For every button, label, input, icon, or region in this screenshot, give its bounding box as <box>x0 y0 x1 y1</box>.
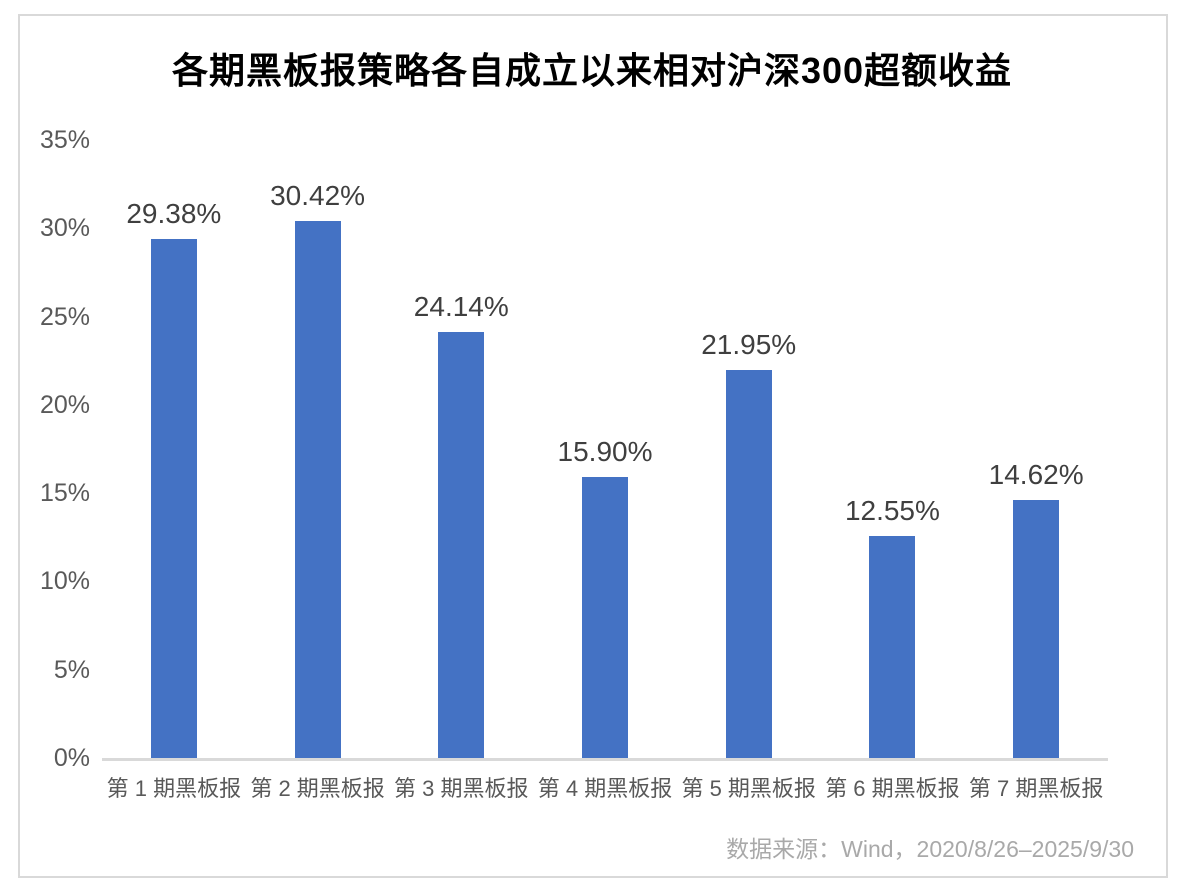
x-axis-category-label: 第 2 期黑板报 <box>250 776 385 801</box>
x-axis-category-label: 第 3 期黑板报 <box>394 776 529 801</box>
y-axis-tick-label: 30% <box>39 214 90 243</box>
bar <box>869 536 916 758</box>
y-axis-tick-label: 25% <box>39 302 90 331</box>
bar-value-label: 15.90% <box>557 436 653 468</box>
x-axis-line <box>102 758 1108 761</box>
y-axis-tick-label: 10% <box>39 567 90 596</box>
bar-value-label: 29.38% <box>126 198 222 230</box>
chart-title: 各期黑板报策略各自成立以来相对沪深300超额收益 <box>171 50 1013 91</box>
bar <box>294 220 341 758</box>
bar-value-label: 21.95% <box>701 329 797 361</box>
y-axis-tick-label: 0% <box>53 744 90 772</box>
x-axis-category-label: 第 1 期黑板报 <box>106 776 242 801</box>
y-axis-tick-label: 5% <box>53 655 90 684</box>
bar <box>438 331 485 758</box>
y-axis-tick-label: 35% <box>39 126 90 154</box>
bar <box>582 477 628 758</box>
y-axis-tick-label: 15% <box>39 479 90 508</box>
x-axis-category-label: 第 6 期黑板报 <box>825 776 960 801</box>
bar-value-label: 24.14% <box>413 290 509 322</box>
bar <box>150 239 197 758</box>
y-axis-tick-label: 20% <box>39 390 90 419</box>
x-axis-category-label: 第 4 期黑板报 <box>537 776 673 801</box>
x-axis-category-label: 第 7 期黑板报 <box>968 776 1104 801</box>
bar-value-label: 30.42% <box>270 179 366 211</box>
data-source-note: 数据来源：Wind，2020/8/26–2025/9/30 <box>726 836 1134 862</box>
bar <box>1013 499 1060 758</box>
bar-value-label: 14.62% <box>988 458 1084 490</box>
x-axis-category-label: 第 5 期黑板报 <box>681 776 816 801</box>
bar <box>725 370 772 758</box>
bar-value-label: 12.55% <box>844 495 940 527</box>
